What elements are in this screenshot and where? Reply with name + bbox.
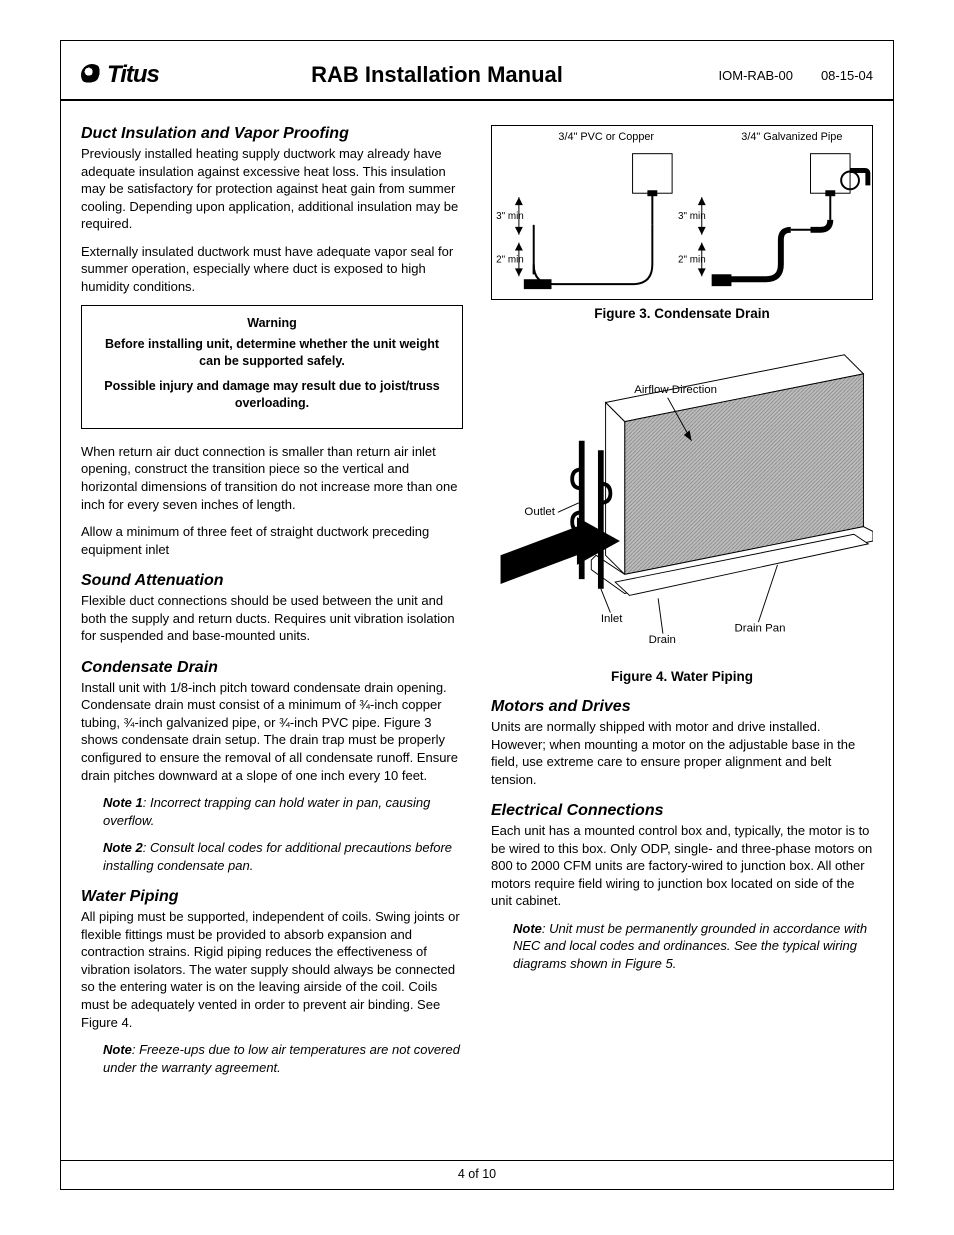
page-footer: 4 of 10: [61, 1160, 893, 1181]
heading-electrical: Electrical Connections: [491, 802, 873, 820]
swirl-icon: [81, 64, 103, 86]
brand-name: Titus: [107, 61, 159, 89]
doc-id: IOM-RAB-00: [719, 68, 793, 83]
note-text: : Unit must be permanently grounded in a…: [513, 921, 867, 971]
note-label: Note: [103, 1042, 132, 1057]
fig3-dim: 2" min: [496, 254, 524, 265]
warning-line: Before installing unit, determine whethe…: [100, 336, 444, 370]
fig3-dim: 3" min: [496, 211, 524, 222]
heading-condensate-drain: Condensate Drain: [81, 659, 463, 677]
note: Note 1: Incorrect trapping can hold wate…: [103, 794, 463, 829]
doc-meta: IOM-RAB-00 08-15-04: [673, 68, 873, 83]
figure-3-svg: 3/4" PVC or Copper 3" min: [492, 126, 872, 299]
page-frame: Titus RAB Installation Manual IOM-RAB-00…: [60, 40, 894, 1190]
para: Install unit with 1/8-inch pitch toward …: [81, 679, 463, 784]
content-columns: Duct Insulation and Vapor Proofing Previ…: [61, 101, 893, 1106]
fig4-drain-label: Drain: [649, 634, 676, 646]
note-label: Note: [513, 921, 542, 936]
para: Externally insulated ductwork must have …: [81, 243, 463, 296]
page-number: 4 of 10: [458, 1167, 496, 1181]
para: Flexible duct connections should be used…: [81, 592, 463, 645]
note-text: : Incorrect trapping can hold water in p…: [103, 795, 430, 828]
figure-3-caption: Figure 3. Condensate Drain: [491, 306, 873, 321]
para: Each unit has a mounted control box and,…: [491, 822, 873, 910]
heading-sound-attenuation: Sound Attenuation: [81, 572, 463, 590]
fig4-airflow-label: Airflow Direction: [634, 384, 717, 396]
note-text: : Consult local codes for additional pre…: [103, 840, 452, 873]
note-label: Note 1: [103, 795, 143, 810]
para: Previously installed heating supply duct…: [81, 145, 463, 233]
fig4-inlet-label: Inlet: [601, 613, 623, 625]
note-text: : Freeze-ups due to low air temperatures…: [103, 1042, 460, 1075]
warning-box: Warning Before installing unit, determin…: [81, 305, 463, 429]
para: Units are normally shipped with motor an…: [491, 718, 873, 788]
heading-duct-insulation: Duct Insulation and Vapor Proofing: [81, 125, 463, 143]
note: Note: Unit must be permanently grounded …: [513, 920, 873, 973]
fig3-dim: 2" min: [678, 254, 706, 265]
page-header: Titus RAB Installation Manual IOM-RAB-00…: [61, 41, 893, 101]
fig3-dim: 3" min: [678, 211, 706, 222]
doc-title: RAB Installation Manual: [201, 62, 673, 88]
fig3-label-left: 3/4" PVC or Copper: [558, 131, 654, 143]
left-column: Duct Insulation and Vapor Proofing Previ…: [81, 125, 463, 1086]
right-column: 3/4" PVC or Copper 3" min: [491, 125, 873, 1086]
note-label: Note 2: [103, 840, 143, 855]
para: Allow a minimum of three feet of straigh…: [81, 523, 463, 558]
heading-motors-drives: Motors and Drives: [491, 698, 873, 716]
para: When return air duct connection is small…: [81, 443, 463, 513]
note: Note 2: Consult local codes for addition…: [103, 839, 463, 874]
fig4-outlet-label: Outlet: [524, 506, 555, 518]
figure-4: Airflow Direction Outlet Inlet Drain Dra…: [491, 333, 873, 663]
figure-3: 3/4" PVC or Copper 3" min: [491, 125, 873, 300]
fig4-drainpan-label: Drain Pan: [735, 623, 786, 635]
brand-logo: Titus: [81, 61, 201, 89]
figure-4-svg: Airflow Direction Outlet Inlet Drain Dra…: [491, 333, 873, 663]
warning-title: Warning: [100, 316, 444, 330]
fig3-label-right: 3/4" Galvanized Pipe: [741, 131, 842, 143]
note: Note: Freeze-ups due to low air temperat…: [103, 1041, 463, 1076]
para: All piping must be supported, independen…: [81, 908, 463, 1031]
warning-line: Possible injury and damage may result du…: [100, 378, 444, 412]
doc-date: 08-15-04: [821, 68, 873, 83]
figure-4-caption: Figure 4. Water Piping: [491, 669, 873, 684]
heading-water-piping: Water Piping: [81, 888, 463, 906]
